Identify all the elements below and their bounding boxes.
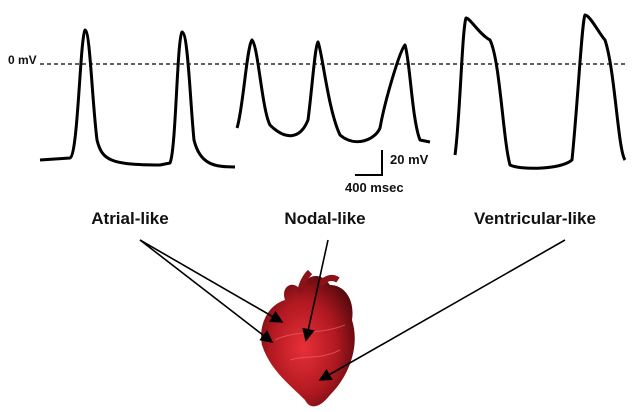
nodal-trace	[237, 40, 430, 142]
voltage-scale: 20 mV	[390, 152, 429, 167]
diagram: 0 mV 20 mV 400 msec Atrial-like Nodal-li…	[0, 0, 639, 412]
nodal-label: Nodal-like	[284, 209, 365, 228]
ventricular-trace	[455, 15, 625, 168]
ventricular-label: Ventricular-like	[474, 209, 596, 228]
time-scale: 400 msec	[345, 180, 404, 195]
atrial-arrow	[140, 240, 282, 322]
atrial-label: Atrial-like	[91, 209, 168, 228]
zero-label: 0 mV	[8, 53, 37, 67]
scale-bar	[355, 150, 382, 175]
atrial-trace	[40, 30, 235, 167]
heart	[261, 272, 355, 406]
atrial-arrow	[140, 240, 272, 342]
ventricular-arrow	[320, 240, 565, 380]
